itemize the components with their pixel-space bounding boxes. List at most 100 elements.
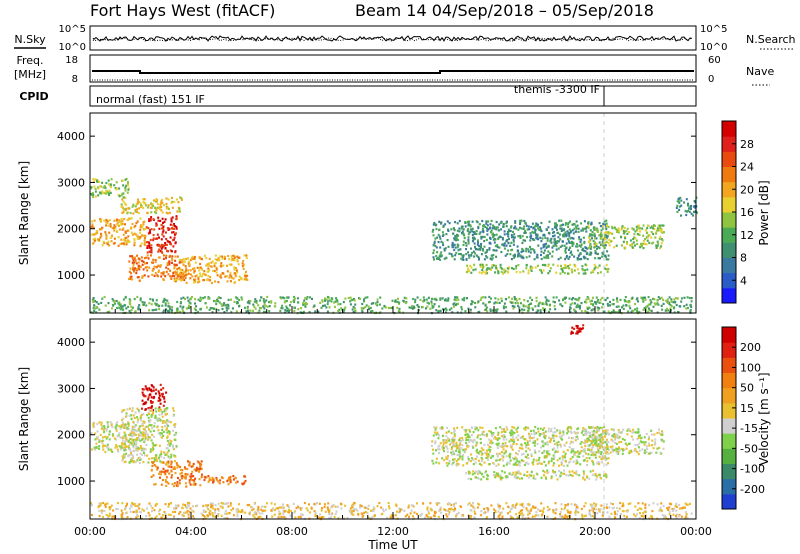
echo-cell <box>227 254 230 258</box>
echo-cell <box>148 419 150 422</box>
echo-cell <box>632 241 635 244</box>
echo-cell <box>492 253 495 257</box>
echo-cell <box>172 409 175 412</box>
echo-cell <box>594 249 597 252</box>
echo-cell <box>497 229 500 232</box>
echo-cell <box>193 271 196 274</box>
echo-cell <box>212 269 215 272</box>
echo-cell <box>618 309 621 312</box>
echo-cell <box>150 202 152 205</box>
echo-cell <box>528 228 531 231</box>
echo-cell <box>137 308 140 311</box>
echo-cell <box>201 258 203 261</box>
echo-cell <box>146 387 148 390</box>
echo-cell <box>171 239 174 242</box>
echo-cell <box>467 230 470 233</box>
echo-cell <box>616 510 619 513</box>
echo-cell <box>129 267 132 270</box>
echo-cell <box>147 241 150 244</box>
echo-cell <box>283 510 286 513</box>
echo-cell <box>102 501 105 505</box>
echo-cell <box>384 508 387 511</box>
echo-cell <box>584 272 587 275</box>
echo-cell <box>531 307 534 310</box>
echo-cell <box>434 428 437 431</box>
echo-cell <box>673 307 675 310</box>
echo-cell <box>124 189 127 192</box>
echo-cell <box>131 306 134 309</box>
echo-cell <box>487 228 490 231</box>
echo-cell <box>157 399 160 402</box>
echo-cell <box>477 255 480 258</box>
echo-cell <box>131 501 134 505</box>
echo-cell <box>102 428 105 431</box>
echo-cell <box>136 429 138 432</box>
echo-cell <box>600 243 603 247</box>
echo-cell <box>148 428 151 431</box>
echo-cell <box>233 266 236 269</box>
echo-cell <box>105 437 108 440</box>
echo-cell <box>485 263 488 267</box>
echo-cell <box>354 508 357 511</box>
echo-cell <box>592 509 595 512</box>
echo-cell <box>468 256 471 259</box>
echo-cell <box>655 246 658 249</box>
echo-cell <box>300 307 303 310</box>
echo-cell <box>465 253 468 256</box>
echo-cell <box>484 251 487 254</box>
echo-cell <box>339 303 342 306</box>
echo-cell <box>369 306 372 310</box>
echo-cell <box>529 251 532 254</box>
echo-cell <box>171 227 174 230</box>
echo-cell <box>583 505 586 508</box>
echo-cell <box>502 459 504 462</box>
echo-cell <box>452 440 455 443</box>
echo-cell <box>122 298 125 301</box>
echo-cell <box>424 516 426 519</box>
echo-cell <box>175 218 178 221</box>
echo-cell <box>160 206 163 209</box>
echo-cell <box>153 210 156 214</box>
echo-cell <box>510 446 513 449</box>
echo-cell <box>439 309 442 312</box>
echo-cell <box>508 266 511 269</box>
echo-cell <box>405 297 408 300</box>
echo-cell <box>191 275 194 278</box>
echo-cell <box>599 225 602 228</box>
echo-cell <box>507 505 510 508</box>
echo-cell <box>143 454 146 457</box>
echo-cell <box>448 252 451 255</box>
echo-cell <box>195 504 198 508</box>
echo-cell <box>184 482 187 485</box>
echo-cell <box>169 439 171 442</box>
echo-cell <box>199 266 202 269</box>
echo-cell <box>153 435 156 438</box>
echo-cell <box>143 237 146 240</box>
echo-cell <box>153 422 156 425</box>
echo-cell <box>207 504 210 507</box>
echo-cell <box>621 306 623 309</box>
echo-cell <box>176 275 179 278</box>
echo-cell <box>437 515 440 518</box>
echo-cell <box>177 201 180 204</box>
echo-cell <box>560 219 563 222</box>
echo-cell <box>111 433 114 436</box>
echo-cell <box>470 434 473 437</box>
echo-cell <box>586 268 589 271</box>
echo-region <box>587 224 665 250</box>
echo-cell <box>173 225 176 228</box>
echo-cell <box>185 267 188 270</box>
echo-cell <box>184 271 187 274</box>
echo-cell <box>121 409 124 412</box>
echo-cell <box>147 204 150 207</box>
echo-cell <box>151 298 154 301</box>
echo-cell <box>643 307 646 310</box>
echo-cell <box>323 304 326 307</box>
echo-cell <box>576 257 579 260</box>
echo-cell <box>100 232 102 236</box>
echo-cell <box>102 444 105 447</box>
echo-cell <box>94 448 96 451</box>
echo-cell <box>289 514 292 517</box>
echo-cell <box>471 227 474 230</box>
